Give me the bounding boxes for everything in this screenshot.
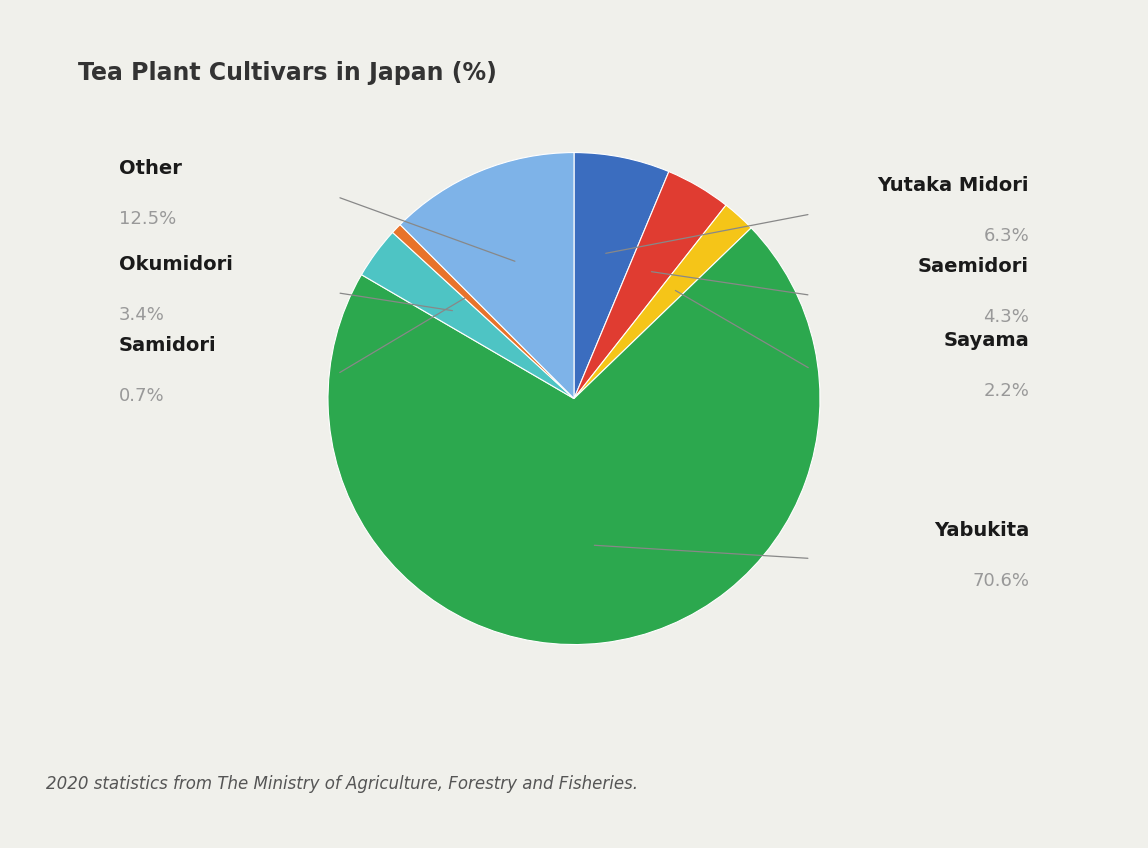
Text: Tea Plant Cultivars in Japan (%): Tea Plant Cultivars in Japan (%) [78,61,497,85]
Text: 3.4%: 3.4% [119,306,165,324]
Text: Saemidori: Saemidori [918,258,1029,276]
Text: Samidori: Samidori [119,336,217,355]
Text: 2.2%: 2.2% [983,382,1029,400]
Text: 0.7%: 0.7% [119,387,164,405]
Wedge shape [574,171,726,399]
Text: Yutaka Midori: Yutaka Midori [877,176,1029,195]
Text: 70.6%: 70.6% [972,572,1029,589]
Wedge shape [400,153,574,399]
Text: 4.3%: 4.3% [983,309,1029,326]
Wedge shape [393,225,574,399]
Wedge shape [574,205,751,399]
Wedge shape [362,232,574,399]
Wedge shape [574,153,669,399]
Text: 6.3%: 6.3% [984,227,1029,245]
Text: Sayama: Sayama [944,332,1029,350]
Text: 12.5%: 12.5% [119,210,176,228]
Text: Okumidori: Okumidori [119,255,233,274]
Text: Other: Other [119,159,181,178]
Wedge shape [328,228,820,644]
Text: Yabukita: Yabukita [933,521,1029,539]
Text: 2020 statistics from The Ministry of Agriculture, Forestry and Fisheries.: 2020 statistics from The Ministry of Agr… [46,775,638,794]
